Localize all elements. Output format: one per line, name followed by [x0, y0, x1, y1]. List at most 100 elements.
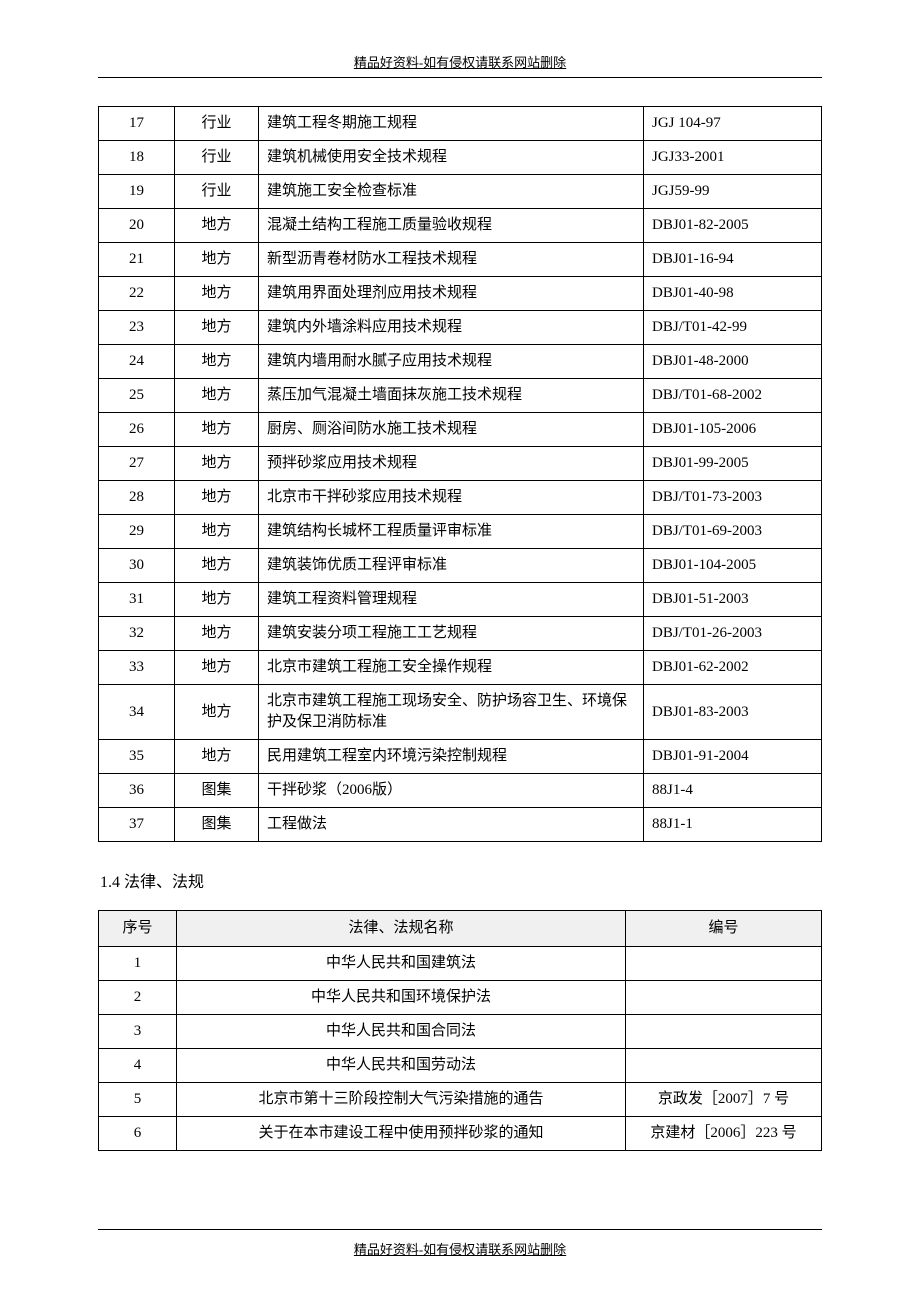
table-row: 5北京市第十三阶段控制大气污染措施的通告京政发［2007］7 号 [99, 1083, 822, 1117]
cell-num: 34 [99, 685, 175, 740]
cell-name: 民用建筑工程室内环境污染控制规程 [259, 740, 644, 774]
cell-name: 工程做法 [259, 808, 644, 842]
cell-code: DBJ/T01-69-2003 [644, 515, 822, 549]
table-row: 37图集工程做法88J1-1 [99, 808, 822, 842]
cell-type: 行业 [175, 175, 259, 209]
cell-name: 建筑用界面处理剂应用技术规程 [259, 277, 644, 311]
table-row: 19行业建筑施工安全检查标准JGJ59-99 [99, 175, 822, 209]
cell-code [626, 1049, 822, 1083]
cell-type: 地方 [175, 379, 259, 413]
cell-type: 地方 [175, 243, 259, 277]
page-header: 精品好资料-如有侵权请联系网站删除 [98, 52, 822, 71]
cell-num: 23 [99, 311, 175, 345]
cell-num: 26 [99, 413, 175, 447]
table-row: 34地方北京市建筑工程施工现场安全、防护场容卫生、环境保护及保卫消防标准DBJ0… [99, 685, 822, 740]
cell-num: 1 [99, 947, 177, 981]
footer-rule [98, 1229, 822, 1230]
cell-type: 图集 [175, 774, 259, 808]
cell-num: 31 [99, 583, 175, 617]
laws-table-body: 1中华人民共和国建筑法2中华人民共和国环境保护法3中华人民共和国合同法4中华人民… [99, 947, 822, 1151]
cell-num: 5 [99, 1083, 177, 1117]
cell-name: 北京市干拌砂浆应用技术规程 [259, 481, 644, 515]
cell-name: 混凝土结构工程施工质量验收规程 [259, 209, 644, 243]
table-row: 3中华人民共和国合同法 [99, 1015, 822, 1049]
cell-name: 厨房、厕浴间防水施工技术规程 [259, 413, 644, 447]
table-row: 35地方民用建筑工程室内环境污染控制规程DBJ01-91-2004 [99, 740, 822, 774]
cell-code: DBJ01-48-2000 [644, 345, 822, 379]
laws-col-name: 法律、法规名称 [177, 911, 626, 947]
cell-num: 3 [99, 1015, 177, 1049]
cell-name: 北京市建筑工程施工现场安全、防护场容卫生、环境保护及保卫消防标准 [259, 685, 644, 740]
cell-code: DBJ01-62-2002 [644, 651, 822, 685]
cell-code [626, 947, 822, 981]
cell-code: JGJ59-99 [644, 175, 822, 209]
table-row: 21地方新型沥青卷材防水工程技术规程DBJ01-16-94 [99, 243, 822, 277]
table-row: 17行业建筑工程冬期施工规程JGJ 104-97 [99, 107, 822, 141]
cell-name: 建筑安装分项工程施工工艺规程 [259, 617, 644, 651]
cell-num: 36 [99, 774, 175, 808]
cell-code: DBJ01-83-2003 [644, 685, 822, 740]
table-row: 23地方建筑内外墙涂料应用技术规程DBJ/T01-42-99 [99, 311, 822, 345]
section-title: 1.4 法律、法规 [100, 868, 822, 892]
cell-name: 蒸压加气混凝土墙面抹灰施工技术规程 [259, 379, 644, 413]
cell-code [626, 981, 822, 1015]
cell-type: 地方 [175, 277, 259, 311]
cell-code: JGJ33-2001 [644, 141, 822, 175]
cell-num: 19 [99, 175, 175, 209]
table-row: 20地方混凝土结构工程施工质量验收规程DBJ01-82-2005 [99, 209, 822, 243]
cell-name: 中华人民共和国合同法 [177, 1015, 626, 1049]
standards-table: 17行业建筑工程冬期施工规程JGJ 104-9718行业建筑机械使用安全技术规程… [98, 106, 822, 842]
cell-type: 地方 [175, 311, 259, 345]
cell-name: 建筑装饰优质工程评审标准 [259, 549, 644, 583]
cell-num: 21 [99, 243, 175, 277]
cell-name: 干拌砂浆（2006版） [259, 774, 644, 808]
cell-name: 北京市第十三阶段控制大气污染措施的通告 [177, 1083, 626, 1117]
cell-name: 建筑工程冬期施工规程 [259, 107, 644, 141]
cell-code: DBJ01-82-2005 [644, 209, 822, 243]
cell-type: 地方 [175, 583, 259, 617]
page-footer: 精品好资料-如有侵权请联系网站删除 [0, 1239, 920, 1258]
table-row: 25地方蒸压加气混凝土墙面抹灰施工技术规程DBJ/T01-68-2002 [99, 379, 822, 413]
cell-name: 中华人民共和国劳动法 [177, 1049, 626, 1083]
laws-col-code: 编号 [626, 911, 822, 947]
table-row: 4中华人民共和国劳动法 [99, 1049, 822, 1083]
cell-num: 17 [99, 107, 175, 141]
cell-type: 地方 [175, 447, 259, 481]
cell-num: 25 [99, 379, 175, 413]
cell-type: 行业 [175, 107, 259, 141]
cell-type: 地方 [175, 413, 259, 447]
cell-code: DBJ01-51-2003 [644, 583, 822, 617]
cell-type: 地方 [175, 209, 259, 243]
cell-type: 地方 [175, 617, 259, 651]
table-row: 30地方建筑装饰优质工程评审标准DBJ01-104-2005 [99, 549, 822, 583]
cell-code: 京建材［2006］223 号 [626, 1117, 822, 1151]
cell-num: 4 [99, 1049, 177, 1083]
cell-name: 建筑施工安全检查标准 [259, 175, 644, 209]
cell-code: DBJ/T01-42-99 [644, 311, 822, 345]
cell-code: DBJ01-105-2006 [644, 413, 822, 447]
table-row: 31地方建筑工程资料管理规程DBJ01-51-2003 [99, 583, 822, 617]
cell-code: DBJ/T01-68-2002 [644, 379, 822, 413]
cell-name: 中华人民共和国环境保护法 [177, 981, 626, 1015]
cell-code: DBJ01-16-94 [644, 243, 822, 277]
cell-name: 关于在本市建设工程中使用预拌砂浆的通知 [177, 1117, 626, 1151]
cell-num: 37 [99, 808, 175, 842]
cell-code: DBJ01-91-2004 [644, 740, 822, 774]
cell-num: 2 [99, 981, 177, 1015]
cell-type: 地方 [175, 685, 259, 740]
cell-num: 30 [99, 549, 175, 583]
table-row: 1中华人民共和国建筑法 [99, 947, 822, 981]
laws-table-header-row: 序号 法律、法规名称 编号 [99, 911, 822, 947]
table-row: 36图集干拌砂浆（2006版）88J1-4 [99, 774, 822, 808]
cell-type: 地方 [175, 651, 259, 685]
standards-table-body: 17行业建筑工程冬期施工规程JGJ 104-9718行业建筑机械使用安全技术规程… [99, 107, 822, 842]
cell-name: 建筑工程资料管理规程 [259, 583, 644, 617]
cell-code: DBJ/T01-73-2003 [644, 481, 822, 515]
cell-num: 28 [99, 481, 175, 515]
cell-code: DBJ01-99-2005 [644, 447, 822, 481]
cell-code: DBJ01-104-2005 [644, 549, 822, 583]
cell-code: DBJ/T01-26-2003 [644, 617, 822, 651]
cell-code: 京政发［2007］7 号 [626, 1083, 822, 1117]
table-row: 27地方预拌砂浆应用技术规程DBJ01-99-2005 [99, 447, 822, 481]
cell-num: 22 [99, 277, 175, 311]
